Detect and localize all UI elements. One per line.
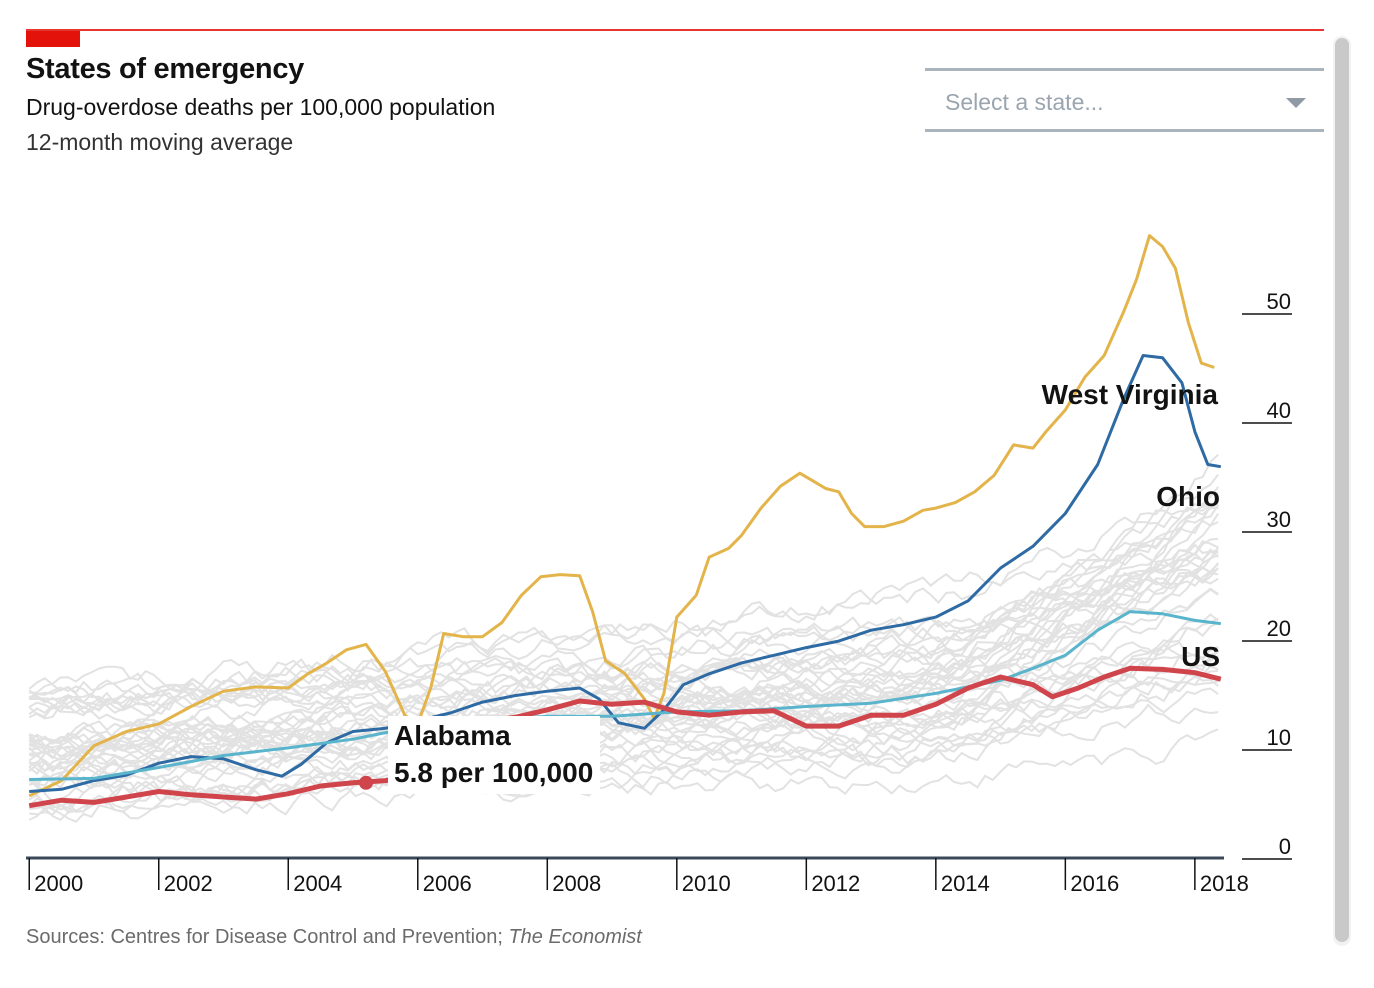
scrollbar[interactable] <box>1333 36 1351 946</box>
tooltip-box <box>388 716 600 794</box>
series-line-ohio[interactable] <box>29 354 1222 793</box>
top-rule <box>26 29 1324 31</box>
y-tick-label: 40 <box>1267 398 1291 423</box>
background-state-line[interactable] <box>28 621 1219 821</box>
background-state-line[interactable] <box>29 491 1219 698</box>
background-state-line[interactable] <box>28 546 1220 709</box>
series-line-alabama[interactable] <box>28 665 1222 809</box>
brand-tag <box>26 31 80 47</box>
x-tick-label: 2004 <box>293 871 342 896</box>
tooltip-value: 5.8 per 100,000 <box>394 757 593 788</box>
x-tick-label: 2014 <box>941 871 990 896</box>
x-tick-label: 2018 <box>1200 871 1249 896</box>
chevron-down-icon[interactable] <box>1286 98 1306 108</box>
x-tick-label: 2000 <box>34 871 83 896</box>
y-tick-label: 30 <box>1267 507 1291 532</box>
state-select[interactable]: Select a state... <box>925 68 1324 132</box>
chart-subtitle: Drug-overdose deaths per 100,000 populat… <box>26 94 496 120</box>
background-state-line[interactable] <box>28 680 1219 787</box>
background-state-line[interactable] <box>28 566 1219 727</box>
x-tick-label: 2010 <box>682 871 731 896</box>
chart-axes: 2000 2002 2004 2006 2008 2010 2012 2014 2016 2018… <box>26 289 1292 896</box>
background-state-line[interactable] <box>28 566 1219 716</box>
tooltip: Alabama 5.8 per 100,000 <box>358 716 600 794</box>
background-state-line[interactable] <box>28 613 1219 794</box>
background-state-line[interactable] <box>28 473 1219 749</box>
chart-subtitle-secondary: 12-month moving average <box>26 129 294 155</box>
x-tick-label: 2012 <box>811 871 860 896</box>
series-line-west-virginia[interactable] <box>28 234 1215 798</box>
y-tick-label: 0 <box>1279 834 1291 859</box>
background-state-line[interactable] <box>28 669 1219 776</box>
background-state-line[interactable] <box>28 501 1219 750</box>
background-state-line[interactable] <box>28 504 1219 767</box>
background-state-line[interactable] <box>28 654 1219 813</box>
background-state-line[interactable] <box>28 665 1219 812</box>
background-state-line[interactable] <box>28 687 1219 787</box>
y-tick-label: 10 <box>1267 725 1291 750</box>
chart-title: States of emergency <box>26 53 304 85</box>
x-tick-label: 2016 <box>1070 871 1119 896</box>
series-label-us: US <box>1181 641 1220 672</box>
series-labels: West Virginia Ohio US <box>1042 379 1220 672</box>
x-tick-label: 2002 <box>164 871 213 896</box>
background-state-line[interactable] <box>28 540 1219 779</box>
background-state-line[interactable] <box>28 563 1219 772</box>
y-tick-label: 50 <box>1267 289 1291 314</box>
y-tick-label: 20 <box>1267 616 1291 641</box>
source-text: Sources: Centres for Disease Control and… <box>26 926 509 948</box>
source-publisher: The Economist <box>508 926 642 948</box>
background-state-line[interactable] <box>29 519 1219 773</box>
state-select-placeholder: Select a state... <box>945 89 1104 115</box>
tooltip-point[interactable] <box>358 775 373 790</box>
highlighted-series-lines <box>28 234 1222 809</box>
series-label-west-virginia: West Virginia <box>1042 379 1219 410</box>
background-state-line[interactable] <box>28 551 1219 720</box>
background-state-lines <box>28 453 1220 823</box>
series-label-ohio: Ohio <box>1156 481 1220 512</box>
x-tick-label: 2006 <box>423 871 472 896</box>
source-note: Sources: Centres for Disease Control and… <box>26 926 642 949</box>
tooltip-state: Alabama <box>394 720 511 751</box>
scrollbar-thumb[interactable] <box>1335 38 1349 942</box>
background-state-line[interactable] <box>28 453 1219 758</box>
x-tick-label: 2008 <box>552 871 601 896</box>
